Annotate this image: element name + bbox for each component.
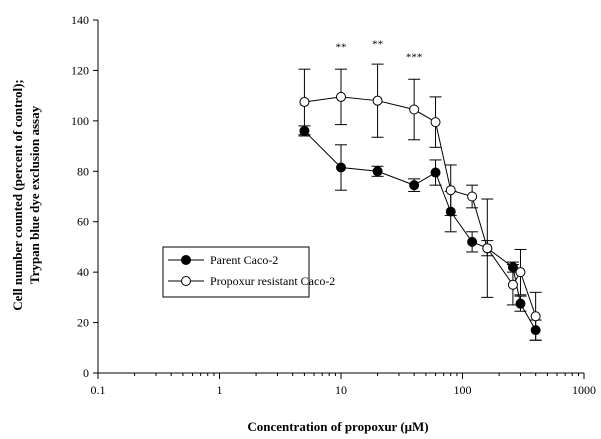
data-point-resistant — [530, 311, 541, 322]
data-point-resistant — [515, 267, 526, 278]
series-lines — [304, 96, 537, 331]
data-point-parent — [467, 236, 478, 247]
y-tick-label: 40 — [77, 265, 89, 279]
x-tick-label: 10 — [335, 383, 347, 397]
y-axis-label-line1: Cell number counted (percent of control)… — [10, 79, 25, 310]
y-tick-label: 60 — [77, 215, 89, 229]
error-bars — [298, 63, 542, 341]
data-point-resistant — [467, 191, 478, 202]
data-point-resistant — [507, 279, 518, 290]
legend: Parent Caco-2 Propoxur resistant Caco-2 — [162, 246, 335, 298]
significance-mark: ** — [372, 39, 383, 51]
series-markers — [299, 91, 541, 336]
data-point-parent — [507, 262, 518, 273]
y-tick-label: 100 — [71, 114, 89, 128]
data-point-parent — [299, 125, 310, 136]
y-tick-label: 80 — [77, 164, 89, 178]
x-tick-label: 1 — [217, 383, 223, 397]
y-tick-label: 120 — [71, 63, 89, 77]
legend-marker-resistant — [181, 276, 191, 286]
data-point-parent — [336, 162, 346, 173]
series-line-resistant — [304, 96, 537, 317]
legend-label-resistant: Propoxur resistant Caco-2 — [210, 274, 335, 288]
data-point-resistant — [409, 104, 420, 115]
data-point-resistant — [482, 243, 493, 254]
significance-annotations: ** ***** — [336, 39, 423, 64]
y-tick-label: 0 — [83, 366, 89, 380]
x-tick-label: 1000 — [572, 383, 596, 397]
legend-marker-parent — [181, 255, 191, 265]
significance-mark: ** — [336, 41, 347, 53]
data-point-parent — [430, 167, 441, 178]
x-tick-label: 0.1 — [91, 383, 106, 397]
data-point-parent — [530, 325, 541, 336]
series-line-parent — [304, 130, 537, 331]
data-point-parent — [515, 298, 526, 309]
y-axis-label-line2: Trypan blue dye exclusion assay — [27, 105, 42, 284]
data-point-resistant — [445, 185, 456, 196]
data-point-parent — [409, 180, 420, 191]
data-point-parent — [445, 206, 456, 217]
significance-mark: *** — [406, 51, 423, 63]
legend-label-parent: Parent Caco-2 — [210, 253, 278, 267]
x-tick-label: 100 — [454, 383, 472, 397]
data-point-parent — [372, 166, 383, 177]
data-point-resistant — [336, 91, 346, 102]
data-point-resistant — [430, 117, 441, 128]
data-point-resistant — [299, 96, 310, 107]
axes: 0 20 40 60 80 100 120 140 0.1 1 10 100 1000 — [71, 13, 596, 397]
x-axis-label: Concentration of propoxur (μM) — [247, 419, 428, 434]
y-tick-label: 20 — [77, 316, 89, 330]
y-tick-label: 140 — [71, 13, 89, 27]
data-point-resistant — [372, 95, 383, 106]
